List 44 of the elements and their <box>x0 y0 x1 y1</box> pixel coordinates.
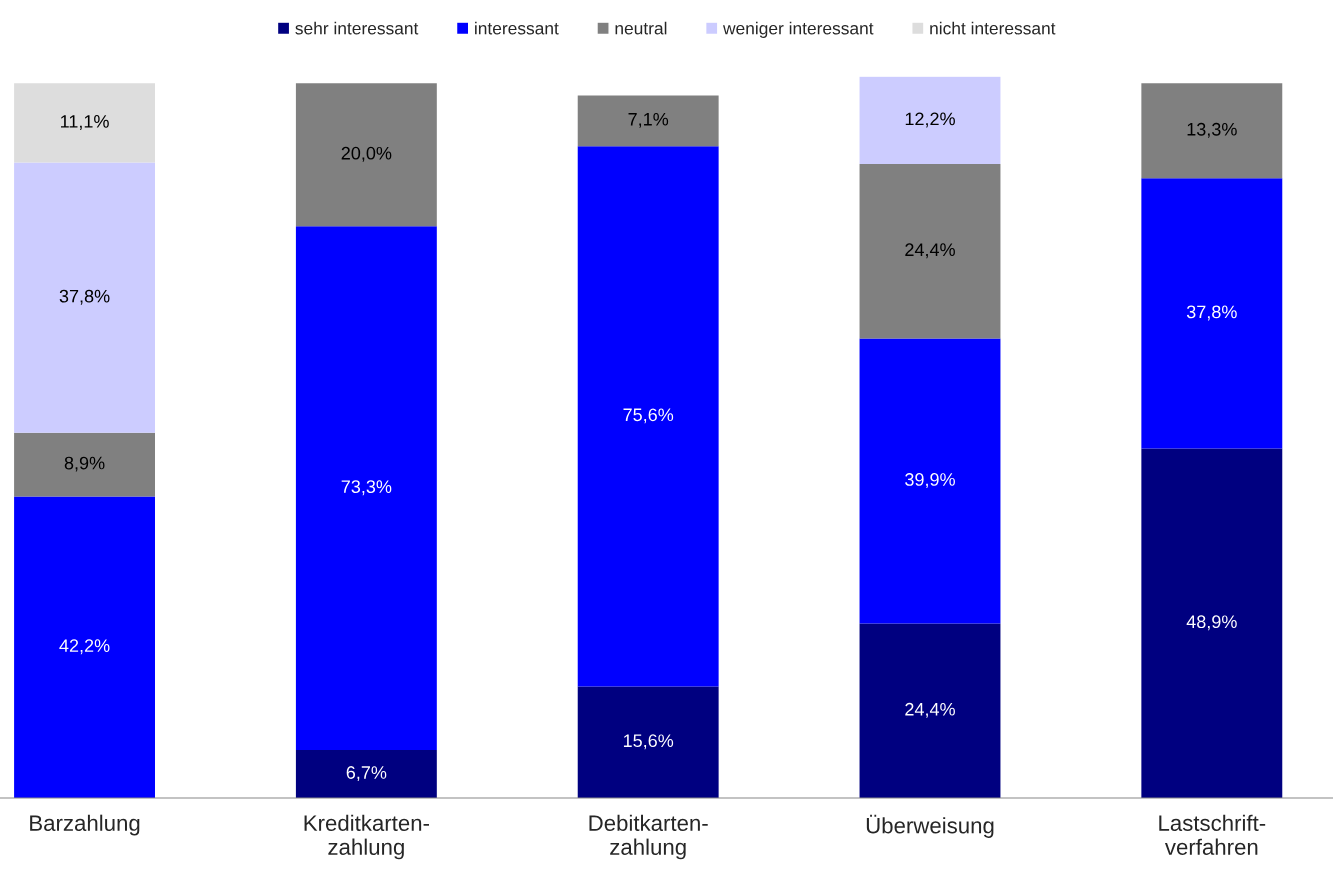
bar <box>1141 83 1283 179</box>
data-label: 37,8% <box>59 289 110 305</box>
bar <box>577 146 719 687</box>
x-tick-label: Kreditkarten- zahlung <box>304 814 429 860</box>
data-label: 7,1% <box>628 112 669 128</box>
bar <box>295 226 437 751</box>
data-label: 12,2% <box>905 112 955 128</box>
bar <box>295 83 437 227</box>
data-label: 11,1% <box>60 115 109 130</box>
x-tick-label: Überweisung <box>866 814 994 838</box>
x-tick-label: Debitkarten- zahlung <box>589 814 708 860</box>
data-label: 39,9% <box>905 473 955 488</box>
bar <box>859 76 1001 165</box>
bar <box>577 686 719 798</box>
bar <box>14 432 155 497</box>
data-label: 13,3% <box>1187 122 1237 138</box>
x-tick-label: Barzahlung <box>30 814 140 836</box>
data-label: 75,6% <box>623 408 674 424</box>
data-label: 20,0% <box>341 146 392 162</box>
bar <box>14 162 155 433</box>
legend-label: nicht interessant <box>930 21 1056 35</box>
data-label: 73,3% <box>341 480 392 496</box>
data-label: 24,4% <box>905 243 955 259</box>
x-tick-label: Lastschrift- verfahren <box>1159 814 1266 855</box>
bar <box>859 164 1001 339</box>
bar <box>859 338 1001 624</box>
bar <box>577 95 719 147</box>
legend-label: neutral <box>615 21 667 35</box>
data-label: 15,6% <box>623 734 674 750</box>
bar <box>1141 178 1283 449</box>
legend-label: sehr interessant <box>295 21 419 35</box>
bar <box>295 750 437 798</box>
legend-label: interessant <box>475 21 559 35</box>
bar <box>859 623 1001 798</box>
legend-label: weniger interessant <box>722 21 874 38</box>
bar <box>1141 448 1283 798</box>
bar <box>14 496 155 798</box>
data-label: 8,9% <box>64 456 105 472</box>
data-label: 6,7% <box>346 766 387 782</box>
bar <box>14 83 155 163</box>
data-label: 48,9% <box>1186 615 1237 631</box>
data-label: 37,8% <box>1186 305 1237 321</box>
data-label: 42,2% <box>59 639 110 655</box>
data-label: 24,4% <box>905 702 955 718</box>
